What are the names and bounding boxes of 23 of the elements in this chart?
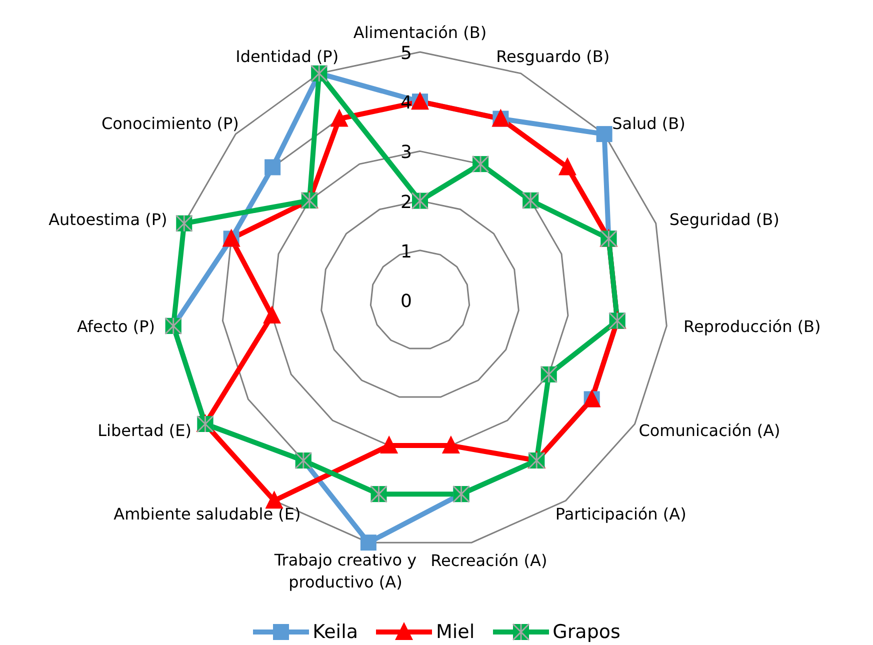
y-tick-label: 0 [400,291,412,312]
legend-label: Grapos [552,621,620,643]
spoke-label: Reproducción (B) [684,316,821,336]
spoke-label: Conocimiento (P) [101,114,239,133]
spoke-label: Recreación (A) [430,550,548,570]
spoke-label: Alimentación (B) [353,23,487,42]
spoke-label: Resguardo (B) [496,46,610,66]
spoke-label: Identidad (P) [236,46,339,66]
spoke-label: Autoestima (P) [48,210,168,229]
y-tick-label: 1 [400,241,412,262]
spoke-label: Afecto (P) [77,316,155,336]
y-tick-label: 3 [400,142,412,164]
spoke-label: Ambiente saludable (E) [114,504,301,524]
spoke-label: Salud (B) [612,114,686,133]
spoke-label: Comunicación (A) [638,420,780,440]
legend-label: Keila [312,621,358,643]
spoke-label: Participación (A) [555,504,686,524]
y-tick-label: 2 [400,192,412,213]
spoke-label: Trabajo creativo y productivo (A) [273,550,417,592]
spoke-label: Libertad (E) [98,420,192,440]
spoke-label: Seguridad (B) [669,210,780,229]
legend-label: Miel [435,621,475,643]
y-tick-label: 5 [400,43,412,64]
